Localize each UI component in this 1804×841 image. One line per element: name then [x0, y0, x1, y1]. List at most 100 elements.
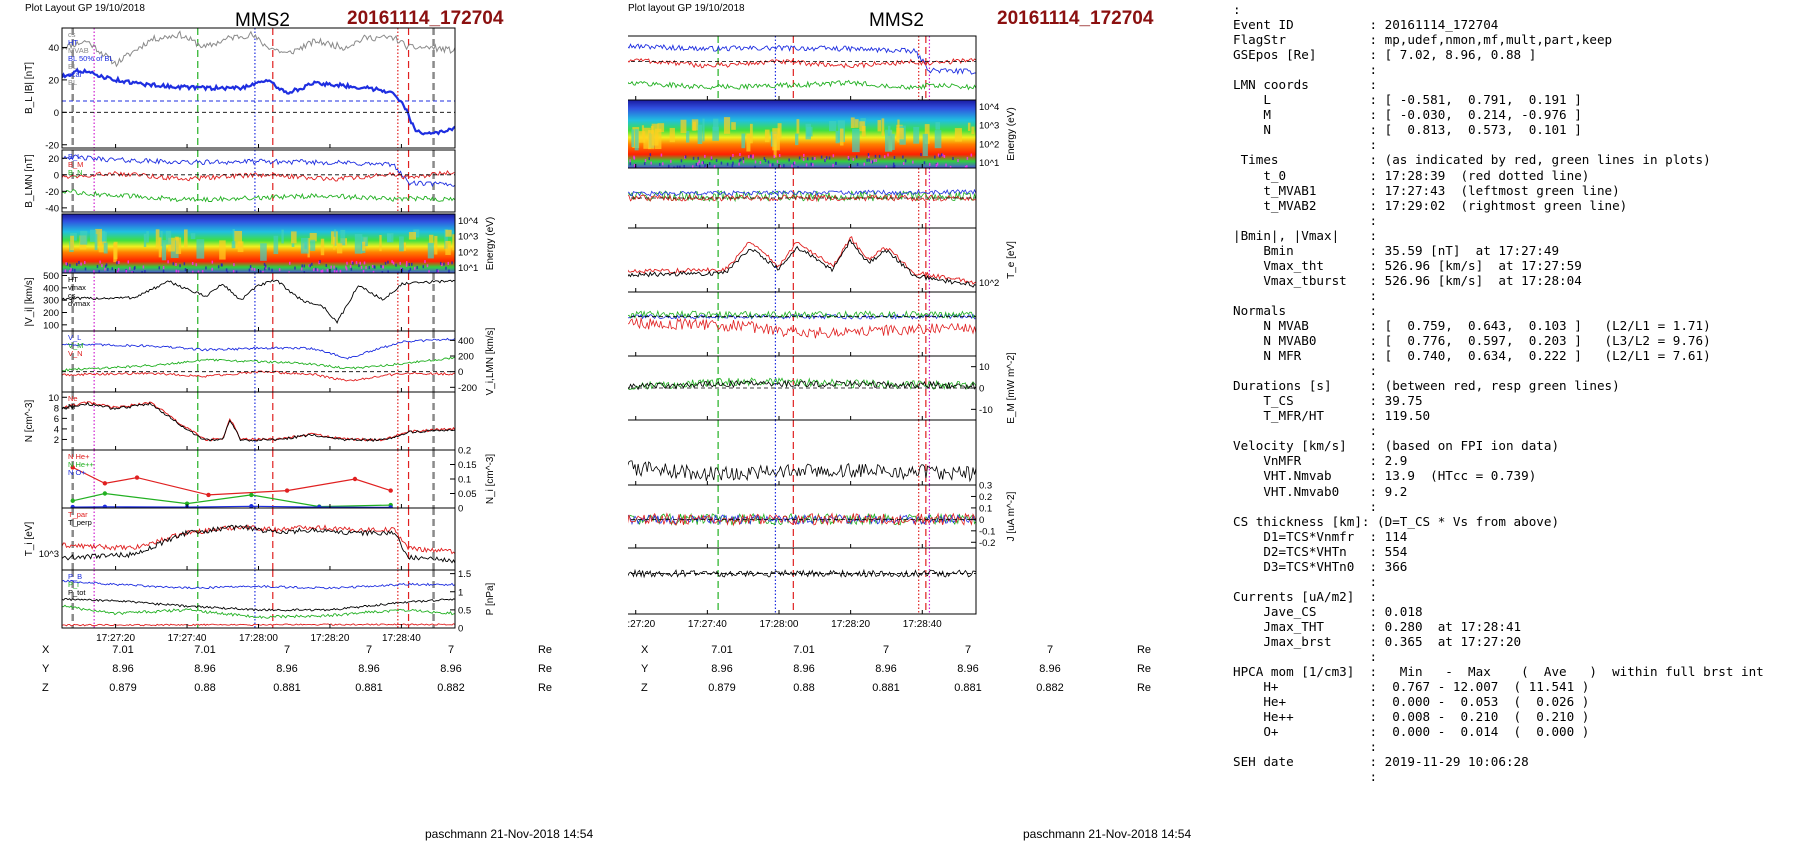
- series-group: [70, 450, 435, 508]
- spectrogram-speckle: [667, 164, 670, 168]
- info-line: Times : (as indicated by red, green line…: [1240, 152, 1711, 168]
- spectrogram-speckle: [863, 162, 866, 166]
- spectrogram-speckle: [373, 265, 376, 269]
- legend-entry: Ne: [68, 394, 78, 403]
- info-line: He+ : 0.000 - 0.053 ( 0.026 ): [1263, 694, 1590, 710]
- spectrogram-speckle: [904, 159, 907, 163]
- spectrogram-speckle: [397, 271, 399, 273]
- y-tick-label: 0.1: [458, 475, 471, 486]
- spectrogram-speckle: [835, 161, 837, 165]
- spectrogram-speckle: [345, 265, 347, 269]
- spectrogram-speckle: [335, 269, 338, 273]
- spectrogram-blob: [333, 236, 336, 250]
- spectrogram-blob: [95, 228, 103, 247]
- spectrogram-speckle: [811, 157, 814, 161]
- position-value: 7: [882, 643, 890, 656]
- info-line: CS thickness [km]: (D=T_CS * Vs from abo…: [1233, 513, 1560, 529]
- spectrogram-speckle: [633, 164, 636, 168]
- spectrogram-speckle: [644, 159, 647, 163]
- spectrogram-blob: [362, 241, 366, 251]
- spectrogram-blob: [402, 242, 407, 251]
- spectrogram-speckle: [856, 163, 859, 167]
- position-table: X 7.01 7.01 7 7 7 Re Y 8.96 8.96 8.96 8.…: [42, 640, 552, 697]
- spectrogram-speckle: [401, 268, 404, 272]
- spectrogram-speckle: [866, 158, 868, 162]
- series-group: [628, 356, 976, 420]
- spectrogram-blob: [427, 242, 434, 259]
- spectrogram-blob: [971, 126, 975, 135]
- y-tick-label: 200: [458, 352, 474, 363]
- spectrogram-speckle: [365, 266, 367, 270]
- spectrogram-speckle: [371, 264, 374, 268]
- spectrogram-speckle: [952, 157, 954, 161]
- spectrogram-speckle: [698, 160, 700, 164]
- y-tick-label: 0.5: [458, 605, 471, 616]
- spectrogram-blob: [160, 231, 163, 247]
- panel-frame: [61, 507, 456, 571]
- info-line: Event ID : 20161114_172704: [1233, 17, 1499, 33]
- spectrogram-speckle: [887, 153, 889, 157]
- spectrogram-speckle: [957, 159, 959, 163]
- spectrogram-speckle: [878, 154, 881, 158]
- y-axis-label: T_i [eV]: [24, 522, 35, 557]
- x-tick-label: 17:27:20: [628, 619, 656, 630]
- spectrogram-blob: [165, 230, 172, 245]
- y-tick-label: 300: [43, 296, 59, 307]
- spectrogram-speckle: [902, 161, 905, 165]
- spectrogram-speckle: [873, 159, 876, 163]
- spectrogram-speckle: [779, 165, 781, 168]
- info-line: FlagStr : mp,udef,nmon,mf,mult,part,keep: [1233, 32, 1613, 48]
- spectrogram-speckle: [382, 265, 384, 269]
- spectrogram-speckle: [259, 270, 262, 273]
- row-label: X: [42, 643, 50, 656]
- spectrogram-blob: [219, 240, 226, 260]
- spectrogram-speckle: [116, 270, 119, 273]
- spectrogram-blob: [877, 120, 882, 132]
- spectrogram-blob: [361, 236, 368, 247]
- spectrogram-speckle: [253, 267, 256, 271]
- info-line: O+ : 0.000 - 0.014 ( 0.000 ): [1263, 724, 1590, 740]
- spectrogram-speckle: [167, 260, 169, 264]
- info-line: Jave_CS : 0.018: [1263, 603, 1423, 619]
- unit-label: Re: [1136, 662, 1151, 675]
- spectrogram-speckle: [970, 153, 973, 157]
- spectrogram-blob: [840, 128, 844, 146]
- spectrogram-speckle: [659, 162, 661, 166]
- info-line: :: [1369, 573, 1378, 589]
- spectrogram-blob: [913, 126, 920, 144]
- legend-entry: B_L: [68, 152, 81, 161]
- spectrogram-speckle: [211, 260, 214, 264]
- series-line: [62, 337, 455, 360]
- spectrogram-speckle: [792, 162, 795, 166]
- info-line: VHT.Nmvab : 13.9 (HTcc = 0.739): [1263, 468, 1537, 484]
- panel-frame: [61, 272, 456, 332]
- series-line: [628, 513, 976, 526]
- spectrogram-speckle: [803, 153, 805, 157]
- info-line: :: [1369, 649, 1378, 665]
- y-axis-label: V_i,LMN [km/s]: [485, 327, 496, 395]
- spectrogram-blob: [746, 133, 751, 152]
- spectrogram-speckle: [767, 160, 770, 164]
- spectrogram-speckle: [294, 266, 296, 270]
- y-tick-label: 20: [48, 154, 59, 165]
- data-point: [102, 504, 108, 508]
- spectrogram-blob: [399, 236, 404, 252]
- spectrogram-blob: [713, 118, 719, 131]
- spectrogram-speckle: [451, 261, 453, 265]
- y-axis-label: P [nPa]: [485, 582, 496, 615]
- event-info-panel: : Event ID : 20161114_172704 FlagStr : m…: [1225, 0, 1804, 841]
- spectrogram-speckle: [673, 166, 675, 168]
- spectrogram-speckle: [83, 261, 86, 265]
- spectrogram-speckle: [175, 263, 177, 267]
- info-line: Vmax_tht : 526.96 [km/s] at 17:27:59: [1263, 257, 1582, 273]
- spectrogram-speckle: [301, 264, 303, 268]
- spectrogram-speckle: [221, 263, 223, 267]
- series-group: [628, 485, 976, 548]
- spectrogram-speckle: [395, 263, 397, 267]
- data-point: [102, 491, 108, 496]
- spectrogram-blob: [641, 125, 644, 138]
- spectrogram-speckle: [205, 266, 207, 270]
